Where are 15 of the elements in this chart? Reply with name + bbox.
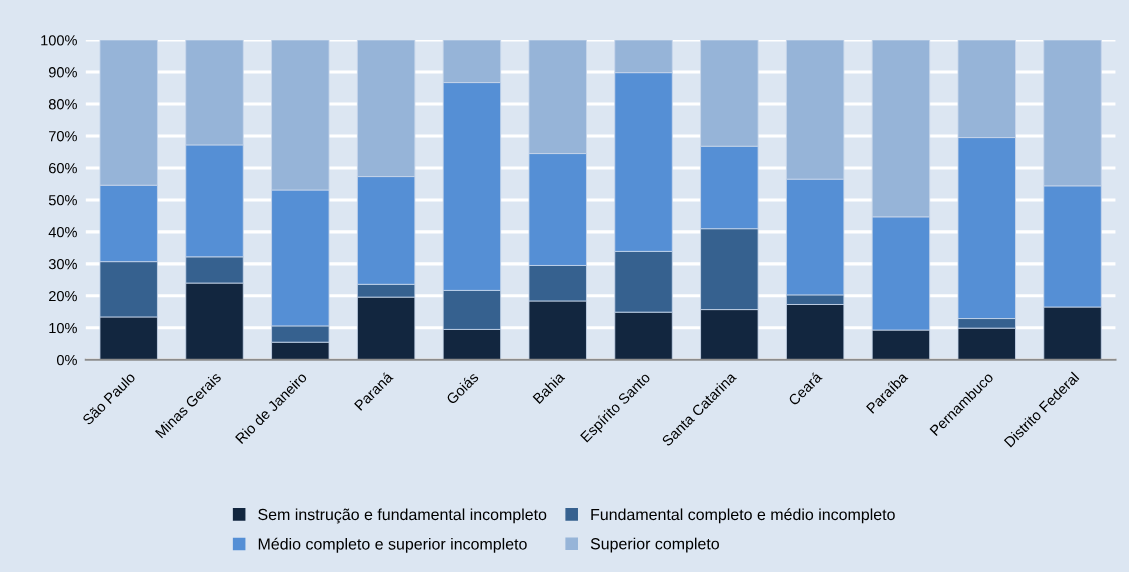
y-tick-label: 70% <box>49 131 77 142</box>
y-tick-label: 80% <box>48 99 77 110</box>
y-tick-label: 10% <box>49 322 77 334</box>
y-tick-label: 100% <box>41 35 77 46</box>
y-tick-label: 40% <box>48 226 77 238</box>
y-tick-label: 60% <box>49 163 77 174</box>
legend-label: Superior completo <box>590 537 719 553</box>
legend-label: Médio completo e superior incompleto <box>258 537 527 553</box>
y-tick-label: 30% <box>48 258 77 270</box>
legend-label: Sem instrução e fundamental incompleto <box>258 508 547 524</box>
legend-label: Fundamental completo e médio incompleto <box>591 508 895 524</box>
y-tick-label: 50% <box>48 195 77 206</box>
y-tick-label: 20% <box>49 290 77 302</box>
y-tick-label: 0% <box>56 354 77 366</box>
y-tick-label: 90% <box>48 67 77 78</box>
